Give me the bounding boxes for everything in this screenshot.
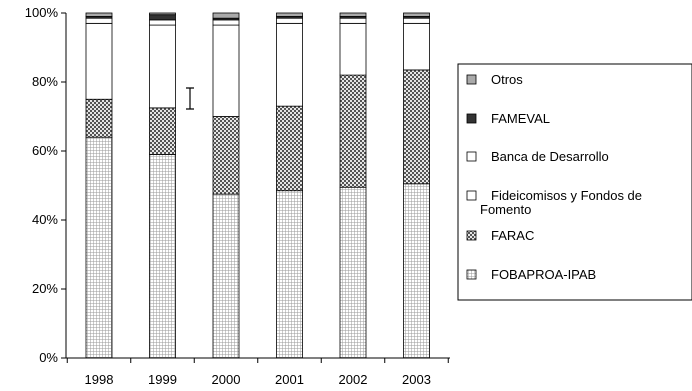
x-tick-label: 2000 [212, 372, 241, 387]
bar-farac-2001 [276, 105, 303, 192]
bar-otros-2001 [276, 12, 303, 17]
bar-otros-1999 [149, 12, 176, 16]
bar-otros-2002 [339, 12, 367, 17]
bar-fobaproa-ipab-2003 [403, 183, 430, 359]
y-tick-label: 0% [39, 350, 58, 365]
legend-label-farac: FARAC [491, 228, 534, 243]
legend-label-otros: Otros [491, 72, 523, 87]
bar-otros-1998 [85, 12, 113, 17]
legend: Otros FAMEVAL Banca de Desarrollo Fideicomi… [457, 63, 692, 301]
bar-otros-2003 [403, 12, 430, 17]
legend-label-fideicomisos-y-fondos-de-fomento: Fideicomisos y Fondos de Fomento [480, 188, 642, 217]
plot-area [85, 12, 430, 359]
y-tick-label: 60% [32, 143, 58, 158]
bar-banca-de-desarrollo-1999 [149, 19, 176, 26]
bar-fobaproa-ipab-1998 [85, 136, 113, 359]
bar-banca-de-desarrollo-2003 [403, 17, 430, 24]
y-tick-label: 100% [25, 5, 59, 20]
bar-fideicomisos-y-fondos-de-fomento-2003 [403, 22, 430, 71]
bar-fideicomisos-y-fondos-de-fomento-2000 [212, 24, 240, 117]
x-tick-label: 2002 [339, 372, 368, 387]
bar-banca-de-desarrollo-2001 [276, 17, 303, 24]
bar-farac-1998 [85, 98, 113, 138]
legend-swatch-fideicomisos-y-fondos-de-fomento [466, 190, 477, 201]
legend-swatch-otros [466, 74, 477, 85]
bar-farac-2000 [212, 116, 240, 195]
x-tick-label: 1999 [148, 372, 177, 387]
bar-banca-de-desarrollo-1998 [85, 17, 113, 24]
legend-swatch-fobaproa-ipab [466, 269, 477, 280]
y-tick-label: 80% [32, 74, 58, 89]
bar-fobaproa-ipab-1999 [149, 154, 176, 359]
legend-box [457, 63, 692, 301]
legend-swatch-farac [466, 230, 477, 241]
bar-fameval-1999 [149, 14, 176, 21]
bar-fobaproa-ipab-2001 [276, 190, 303, 359]
bar-fideicomisos-y-fondos-de-fomento-2002 [339, 22, 367, 76]
bar-otros-2000 [212, 12, 240, 19]
text-cursor-icon [186, 87, 194, 110]
bar-farac-2003 [403, 69, 430, 185]
bar-farac-1999 [149, 107, 176, 155]
bar-fobaproa-ipab-2002 [339, 186, 367, 359]
legend-label-banca-de-desarrollo: Banca de Desarrollo [491, 149, 609, 164]
x-tick-label: 2003 [402, 372, 431, 387]
x-axis: 1998 1999 2000 2001 2002 2003 [66, 357, 450, 387]
legend-swatch-banca-de-desarrollo [466, 151, 477, 162]
bar-fideicomisos-y-fondos-de-fomento-1999 [149, 24, 176, 109]
bar-banca-de-desarrollo-2002 [339, 17, 367, 24]
y-tick-label: 40% [32, 212, 58, 227]
x-tick-label: 1998 [85, 372, 114, 387]
bar-fideicomisos-y-fondos-de-fomento-1998 [85, 22, 113, 100]
x-tick-label: 2001 [275, 372, 304, 387]
bar-fobaproa-ipab-2000 [212, 193, 240, 359]
bar-banca-de-desarrollo-2000 [212, 19, 240, 26]
legend-label-fameval: FAMEVAL [491, 111, 550, 126]
bar-fideicomisos-y-fondos-de-fomento-2001 [276, 22, 303, 107]
bar-farac-2002 [339, 74, 367, 188]
y-axis: 0% 20% 40% 60% 80% 100% [25, 5, 67, 365]
legend-label-fobaproa-ipab: FOBAPROA-IPAB [491, 267, 596, 282]
legend-swatch-fameval [466, 113, 477, 124]
y-tick-label: 20% [32, 281, 58, 296]
